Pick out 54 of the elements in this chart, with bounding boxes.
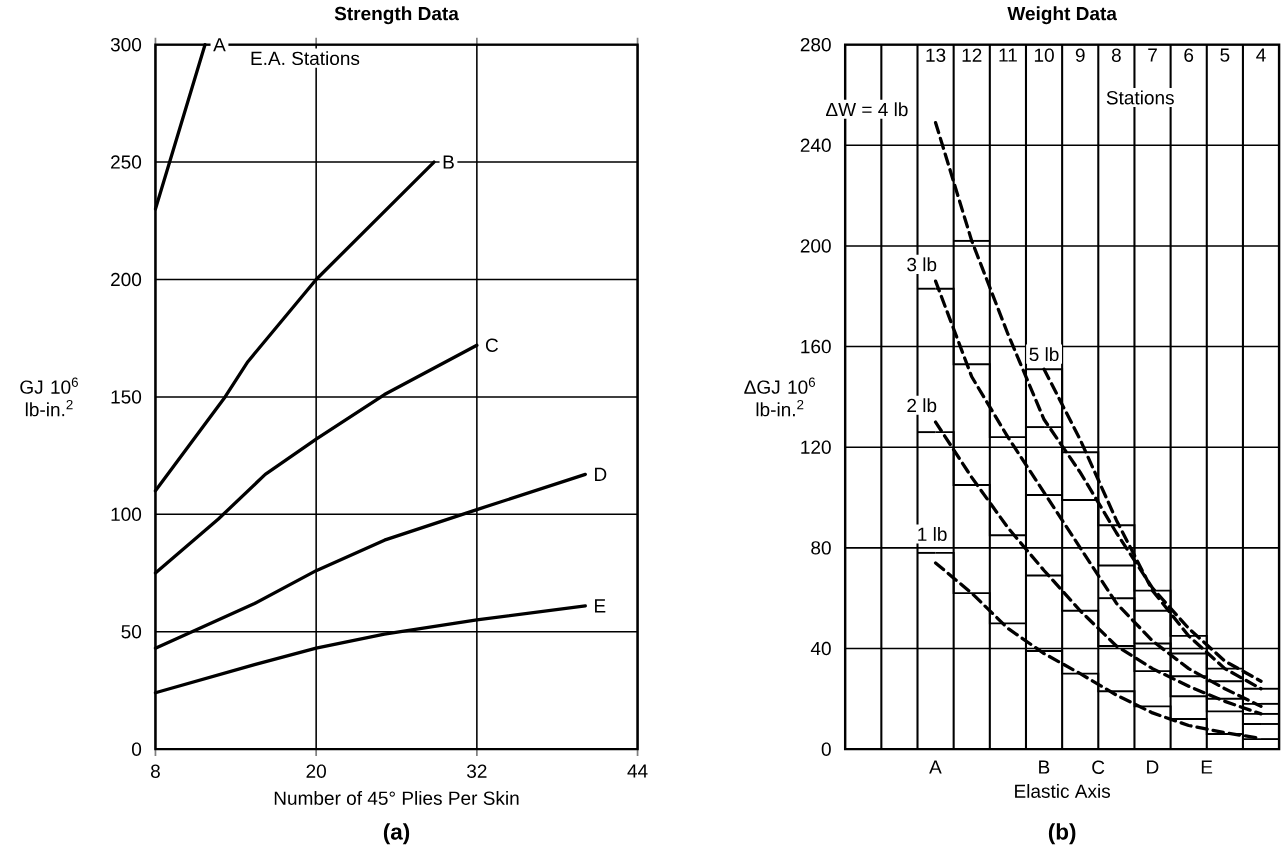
x-tick-label: 13 (926, 48, 946, 62)
chart-title: Strength Data (334, 6, 459, 24)
y-tick-label: 200 (800, 239, 831, 253)
x-tick-label: 9 (1075, 48, 1085, 62)
text: A (929, 760, 942, 774)
text: D (1147, 760, 1159, 774)
x-tick-label: 12 (962, 48, 982, 62)
series-label: E (595, 599, 606, 613)
y-tick-label: 100 (111, 507, 142, 521)
x-tick-label: 8 (150, 764, 160, 778)
y-tick-label: 280 (800, 37, 831, 52)
series-label: C (485, 338, 499, 352)
series-label: 3 lb (907, 257, 937, 272)
text: C (1092, 760, 1105, 774)
annotation: Stations (1106, 90, 1174, 105)
x-tick-label: 10 (1034, 48, 1054, 62)
series-label: ΔW = 4 lb (826, 102, 908, 117)
x-axis-title: Number of 45° Plies Per Skin (274, 790, 519, 805)
x-tick-label: 32 (467, 764, 487, 778)
x-tick-label: 6 (1184, 48, 1194, 62)
y-tick-label: 0 (132, 742, 142, 756)
y-tick-label: 50 (121, 624, 142, 639)
text: ΔGJ 10$^{6}$ lb-in.$^{2}$ (744, 377, 816, 417)
series-label: 1 lb (918, 526, 947, 541)
x-axis-title: Elastic Axis (1015, 783, 1111, 798)
series-label: D (595, 467, 607, 481)
x-tick-label: 7 (1148, 48, 1157, 62)
y-tick-label: 250 (111, 155, 142, 169)
text: E (1201, 760, 1213, 774)
x-tick-label: 4 (1256, 48, 1266, 62)
y-tick-label: 120 (801, 440, 831, 454)
x-tick-label: 5 (1220, 48, 1230, 62)
text: B (1039, 760, 1050, 774)
y-tick-label: 150 (111, 389, 142, 404)
y-tick-label: 40 (810, 641, 831, 656)
series-label: A (213, 37, 226, 51)
text: (a) (383, 822, 410, 844)
x-tick-label: 44 (627, 764, 648, 778)
text: (b) (1048, 822, 1076, 844)
y-tick-label: 300 (110, 37, 142, 52)
y-tick-label: 80 (811, 540, 831, 555)
series-label: B (443, 155, 454, 169)
series-label: 5 lb (1029, 346, 1059, 361)
x-tick-label: 20 (306, 764, 326, 778)
chart-title: Weight Data (1007, 6, 1118, 24)
y-tick-label: 200 (111, 272, 142, 286)
x-tick-label: 11 (999, 48, 1017, 62)
y-tick-label: 240 (800, 138, 831, 152)
x-tick-label: 8 (1111, 48, 1121, 62)
y-tick-label: 160 (801, 339, 831, 354)
y-tick-label: 0 (821, 742, 831, 756)
annotation: E.A. Stations (251, 50, 360, 65)
text: GJ 10$^{6}$ lb-in.$^{2}$ (20, 377, 78, 417)
series-label: 2 lb (907, 398, 937, 412)
